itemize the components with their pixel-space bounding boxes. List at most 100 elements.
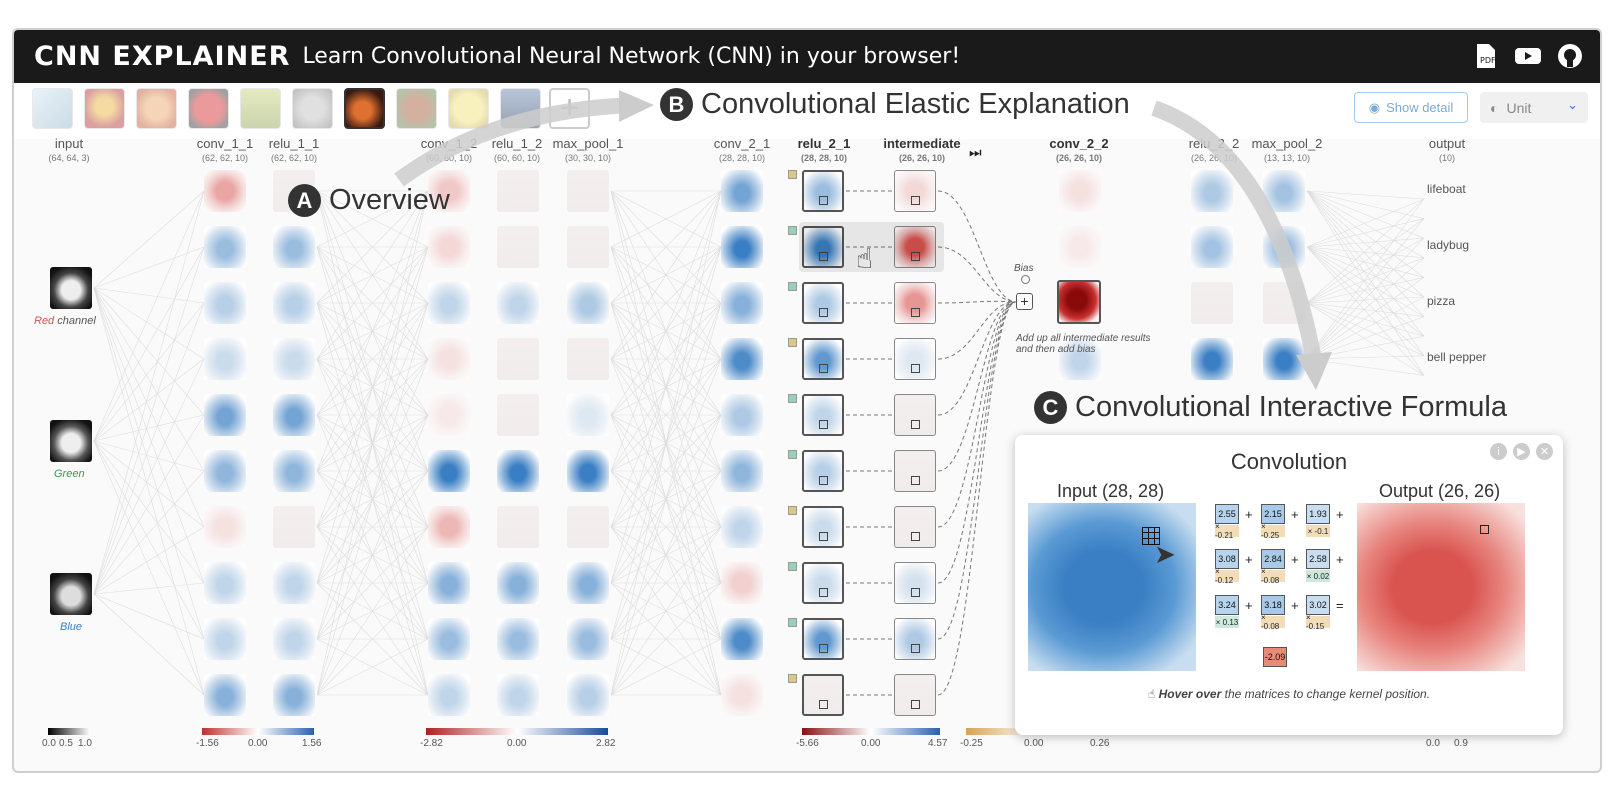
feature-map-intermediate[interactable]: [894, 506, 936, 548]
feature-map-relu-1-1[interactable]: [273, 282, 315, 324]
kernel-thumbnail[interactable]: [788, 674, 797, 683]
feature-map-relu-1-1[interactable]: [273, 394, 315, 436]
kernel-thumbnail[interactable]: [788, 338, 797, 347]
kernel-thumbnail[interactable]: [788, 506, 797, 515]
input-channel-blue[interactable]: [50, 573, 92, 615]
feature-map-conv-1-1[interactable]: [204, 170, 246, 212]
feature-map-relu-1-1[interactable]: [273, 338, 315, 380]
feature-map-relu-2-2[interactable]: [1191, 226, 1233, 268]
feature-map-conv-1-1[interactable]: [204, 562, 246, 604]
image-thumbnail-bell-pepper[interactable]: [188, 88, 229, 129]
play-icon[interactable]: ▶: [1513, 443, 1530, 460]
image-thumbnail-ladybug[interactable]: [84, 88, 125, 129]
feature-map-max-pool-1[interactable]: [567, 170, 609, 212]
feature-map-relu-2-2[interactable]: [1191, 338, 1233, 380]
input-channel-green[interactable]: [50, 420, 92, 462]
feature-map-conv-1-2[interactable]: [428, 338, 470, 380]
feature-map-intermediate[interactable]: [894, 562, 936, 604]
input-channel-red[interactable]: [50, 267, 92, 309]
feature-map-intermediate[interactable]: [894, 450, 936, 492]
feature-map-relu-2-1[interactable]: [802, 394, 844, 436]
image-thumbnail-lifeboat[interactable]: [32, 88, 73, 129]
feature-map-conv-2-1[interactable]: [721, 506, 763, 548]
feature-map-max-pool-1[interactable]: [567, 338, 609, 380]
feature-map-conv-1-1[interactable]: [204, 394, 246, 436]
feature-map-max-pool-2[interactable]: [1263, 338, 1305, 380]
kernel-thumbnail[interactable]: [788, 618, 797, 627]
github-icon[interactable]: [1556, 42, 1584, 70]
feature-map-relu-2-1[interactable]: [802, 674, 844, 716]
feature-map-max-pool-1[interactable]: [567, 674, 609, 716]
image-thumbnail-koala[interactable]: [292, 88, 333, 129]
feature-map-max-pool-1[interactable]: [567, 450, 609, 492]
image-thumbnail-orange[interactable]: [448, 88, 489, 129]
feature-map-relu-1-1[interactable]: [273, 618, 315, 660]
feature-map-relu-2-1[interactable]: [802, 506, 844, 548]
feature-map-intermediate[interactable]: [894, 282, 936, 324]
feature-map-max-pool-1[interactable]: [567, 562, 609, 604]
feature-map-conv-1-1[interactable]: [204, 282, 246, 324]
feature-map-relu-2-1[interactable]: [802, 338, 844, 380]
column-header-relu-2-1[interactable]: relu_2_1 (28, 28, 10): [797, 136, 851, 164]
image-thumbnail-pizza[interactable]: [136, 88, 177, 129]
feature-map-conv-1-2[interactable]: [428, 618, 470, 660]
kernel-thumbnail[interactable]: [788, 394, 797, 403]
show-detail-button[interactable]: ◉ Show detail: [1354, 92, 1468, 123]
feature-map-intermediate[interactable]: [894, 226, 936, 268]
feature-map-intermediate[interactable]: [894, 170, 936, 212]
feature-map-relu-2-2[interactable]: [1191, 170, 1233, 212]
feature-map-conv-1-2[interactable]: [428, 170, 470, 212]
feature-map-relu-1-2[interactable]: [497, 506, 539, 548]
feature-map-conv-1-2[interactable]: [428, 394, 470, 436]
feature-map-conv-1-1[interactable]: [204, 506, 246, 548]
feature-map-relu-1-1[interactable]: [273, 506, 315, 548]
feature-map-conv-1-1[interactable]: [204, 450, 246, 492]
feature-map-conv-2-1[interactable]: [721, 562, 763, 604]
image-thumbnail-bus[interactable]: [240, 88, 281, 129]
feature-map-conv-2-1[interactable]: [721, 338, 763, 380]
close-icon[interactable]: ✕: [1536, 443, 1553, 460]
feature-map-relu-2-1[interactable]: [802, 282, 844, 324]
feature-map-conv-1-1[interactable]: [204, 674, 246, 716]
feature-map-relu-1-2[interactable]: [497, 450, 539, 492]
feature-map-conv-2-2[interactable]: [1059, 226, 1101, 268]
pdf-icon[interactable]: PDF: [1472, 42, 1500, 70]
feature-map-relu-2-1[interactable]: [802, 450, 844, 492]
output-matrix[interactable]: [1357, 503, 1525, 671]
skip-forward-icon[interactable]: ⏭: [969, 144, 982, 160]
bias-node[interactable]: [1021, 275, 1030, 284]
feature-map-max-pool-1[interactable]: [567, 618, 609, 660]
feature-map-conv-1-2[interactable]: [428, 562, 470, 604]
kernel-thumbnail[interactable]: [788, 282, 797, 291]
feature-map-relu-1-1[interactable]: [273, 674, 315, 716]
feature-map-conv-1-2[interactable]: [428, 506, 470, 548]
feature-map-max-pool-1[interactable]: [567, 282, 609, 324]
feature-map-conv-1-2[interactable]: [428, 674, 470, 716]
kernel-thumbnail[interactable]: [788, 226, 797, 235]
feature-map-relu-1-2[interactable]: [497, 618, 539, 660]
feature-map-relu-1-1[interactable]: [273, 226, 315, 268]
feature-map-relu-1-2[interactable]: [497, 562, 539, 604]
kernel-thumbnail[interactable]: [788, 450, 797, 459]
image-thumbnail-espresso[interactable]: [344, 88, 385, 129]
kernel-window[interactable]: [1142, 527, 1160, 545]
feature-map-conv-2-1[interactable]: [721, 170, 763, 212]
feature-map-intermediate[interactable]: [894, 618, 936, 660]
feature-map-conv-2-1[interactable]: [721, 450, 763, 492]
youtube-icon[interactable]: [1514, 42, 1542, 70]
feature-map-relu-1-2[interactable]: [497, 226, 539, 268]
feature-map-conv-2-1[interactable]: [721, 618, 763, 660]
feature-map-relu-2-1[interactable]: [802, 562, 844, 604]
feature-map-relu-1-1[interactable]: [273, 450, 315, 492]
feature-map-conv-2-1[interactable]: [721, 674, 763, 716]
kernel-thumbnail[interactable]: [788, 170, 797, 179]
feature-map-max-pool-1[interactable]: [567, 226, 609, 268]
feature-map-relu-2-1[interactable]: [802, 618, 844, 660]
feature-map-max-pool-1[interactable]: [567, 394, 609, 436]
feature-map-relu-1-2[interactable]: [497, 170, 539, 212]
feature-map-conv-1-2[interactable]: [428, 282, 470, 324]
feature-map-relu-1-2[interactable]: [497, 394, 539, 436]
input-matrix[interactable]: [1028, 503, 1196, 671]
feature-map-max-pool-1[interactable]: [567, 506, 609, 548]
feature-map-conv-2-1[interactable]: [721, 282, 763, 324]
